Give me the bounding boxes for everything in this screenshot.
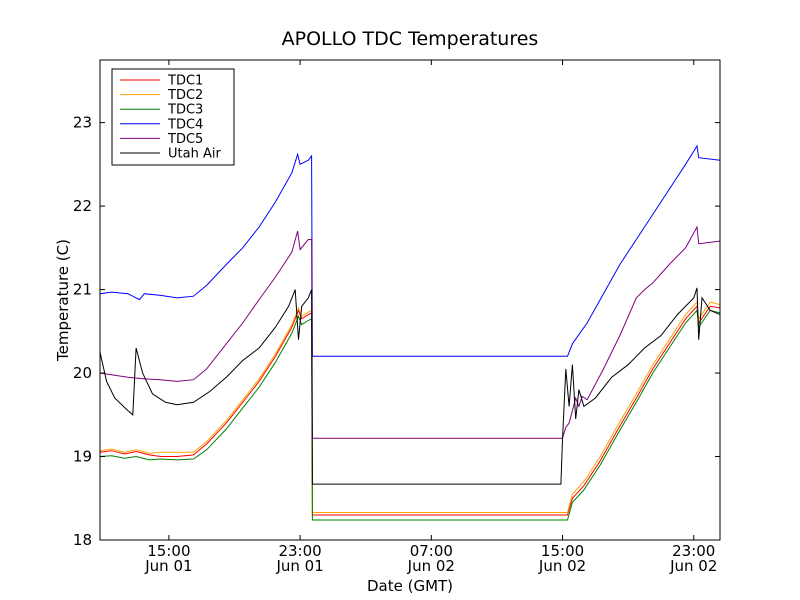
x-tick-date-0: Jun 01: [144, 557, 192, 575]
x-axis-label: Date (GMT): [367, 577, 453, 595]
y-tick-label-0: 18: [73, 531, 92, 549]
y-tick-label-5: 23: [73, 114, 92, 132]
plot-frame: [99, 59, 721, 541]
y-tick-label-3: 21: [73, 281, 92, 299]
y-tick-label-1: 19: [73, 448, 92, 466]
x-tick-time-4: 23:00: [672, 542, 715, 560]
legend-label-5: Utah Air: [168, 147, 221, 162]
legend-label-3: TDC4: [167, 117, 203, 132]
x-tick-time-1: 23:00: [278, 542, 321, 560]
series-line-5: [99, 287, 721, 485]
series-line-2: [99, 309, 721, 521]
legend-label-2: TDC3: [167, 103, 203, 118]
series-line-3: [99, 144, 721, 357]
y-axis-label: Temperature (C): [54, 239, 72, 362]
x-tick-date-2: Jun 02: [407, 557, 455, 575]
x-tick-date-3: Jun 02: [538, 557, 586, 575]
legend-box: [111, 68, 235, 166]
series-layer: [99, 144, 721, 521]
x-tick-time-0: 15:00: [147, 542, 190, 560]
legend-label-1: TDC2: [167, 88, 203, 103]
x-tick-time-3: 15:00: [541, 542, 584, 560]
legend-label-0: TDC1: [167, 74, 203, 89]
series-line-1: [99, 300, 721, 513]
x-tick-date-1: Jun 01: [275, 557, 323, 575]
series-line-4: [99, 225, 721, 439]
chart-title: APOLLO TDC Temperatures: [282, 28, 539, 50]
y-tick-label-2: 20: [73, 364, 92, 382]
x-tick-time-2: 07:00: [410, 542, 453, 560]
x-tick-date-4: Jun 02: [669, 557, 717, 575]
y-tick-label-4: 22: [73, 197, 92, 215]
legend-label-4: TDC5: [167, 132, 203, 147]
